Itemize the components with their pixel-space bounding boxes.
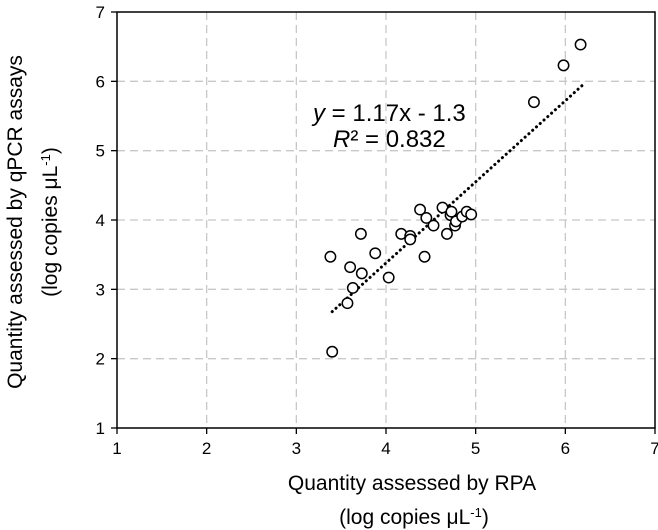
data-point	[369, 247, 382, 260]
x-axis-unit-end: )	[482, 506, 489, 529]
x-axis-unit-sup: -1	[470, 505, 482, 520]
r2-rest: ² = 0.832	[350, 126, 445, 153]
data-point	[341, 297, 354, 310]
data-points	[324, 38, 587, 358]
x-tick-label: 2	[202, 439, 211, 458]
r-squared-label: R² = 0.832	[333, 126, 446, 153]
x-tick-label: 5	[471, 439, 480, 458]
y-axis-title-line2: (log copies μL-1)	[38, 147, 63, 297]
y-axis-unit-end: )	[39, 147, 62, 154]
equation-y-var: y	[311, 100, 327, 127]
data-point	[418, 250, 431, 263]
data-point	[354, 227, 367, 240]
data-point	[344, 261, 357, 274]
data-point	[528, 96, 540, 109]
y-tick-label: 5	[96, 142, 105, 161]
y-tick-label: 4	[96, 211, 105, 230]
x-tick-label: 6	[561, 439, 570, 458]
data-point	[326, 345, 339, 358]
y-tick-label: 2	[96, 350, 105, 369]
y-tick-labels: 1 2 3 4 5 6 7	[96, 3, 105, 438]
y-tick-label: 6	[96, 72, 105, 91]
data-point	[404, 233, 417, 246]
data-point	[574, 38, 587, 51]
x-tick-label: 1	[112, 439, 121, 458]
x-tick-label: 3	[292, 439, 301, 458]
y-axis-title-line1: Quantity assessed by qPCR assays	[4, 55, 27, 389]
x-axis-title-line2: (log copies μL-1)	[339, 505, 489, 530]
data-point	[427, 219, 440, 232]
x-axis-unit: (log copies μL	[339, 506, 470, 529]
y-tick-label: 1	[96, 419, 105, 438]
y-axis-unit: (log copies μL	[39, 166, 62, 297]
data-point	[420, 211, 433, 224]
r2-var: R	[333, 126, 350, 153]
data-point	[382, 271, 395, 284]
x-tick-labels: 1 2 3 4 5 6 7	[112, 439, 658, 458]
data-point	[324, 250, 337, 263]
gridlines	[117, 12, 655, 428]
x-tick-label: 4	[381, 439, 390, 458]
y-tick-label: 3	[96, 280, 105, 299]
y-tick-label: 7	[96, 3, 105, 22]
data-point	[414, 203, 427, 216]
trendline	[330, 83, 585, 314]
data-point	[441, 227, 453, 240]
equation-rest: = 1.17x - 1.3	[325, 100, 466, 127]
x-axis-title-line1: Quantity assessed by RPA	[288, 472, 536, 495]
data-point	[355, 267, 368, 280]
data-point	[465, 208, 478, 221]
trendline-equation: y = 1.17x - 1.3	[311, 100, 466, 127]
data-point	[445, 205, 458, 218]
x-tick-label: 7	[650, 439, 658, 458]
data-point	[346, 281, 359, 294]
y-axis-unit-sup: -1	[38, 154, 53, 166]
data-point	[557, 59, 570, 72]
tick-marks	[111, 11, 656, 434]
trendline-layer	[330, 83, 585, 314]
